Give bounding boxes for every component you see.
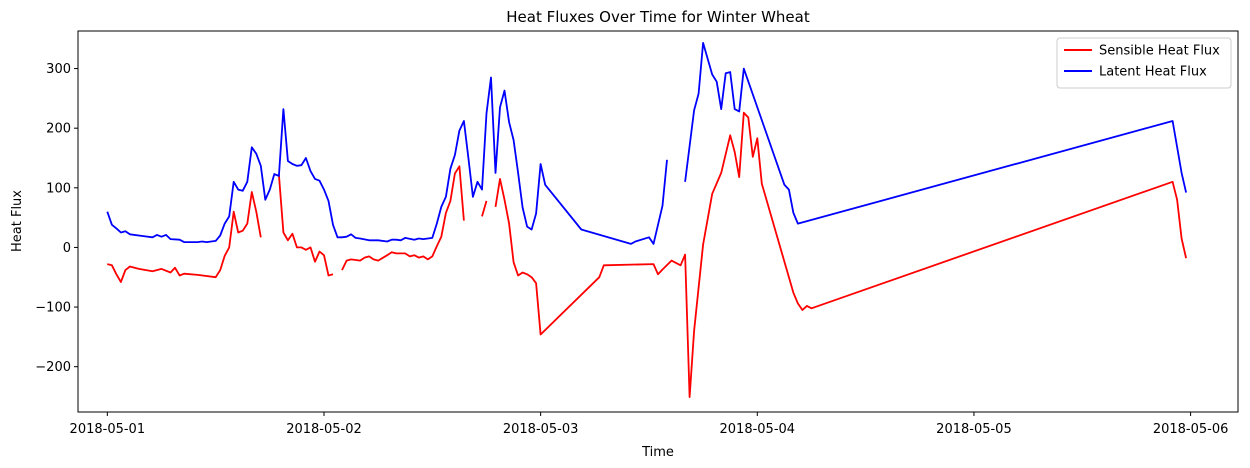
series-line-sensible-heat-flux-segment-3: [341, 165, 465, 271]
y-axis-title: Heat Flux: [10, 190, 25, 252]
series-line-sensible-heat-flux-segment-1: [107, 191, 262, 283]
plot-area: [77, 30, 1239, 413]
series-line-sensible-heat-flux-segment-4: [481, 200, 488, 217]
series-line-sensible-heat-flux-segment-5: [494, 111, 1187, 399]
series-line-latent-heat-flux-segment-2: [684, 42, 1187, 225]
x-tick-label: 2018-05-05: [936, 422, 1012, 437]
legend-label-latent-heat-flux: Latent Heat Flux: [1099, 65, 1207, 80]
y-tick-label: −200: [35, 360, 71, 375]
y-tick-label: −100: [35, 301, 71, 316]
x-tick-label: 2018-05-01: [70, 422, 146, 437]
series-layer: [106, 42, 1187, 399]
y-axis: −200 −100 0 100 200 300: [35, 62, 78, 375]
axes-frame: [77, 30, 1239, 413]
x-tick-label: 2018-05-06: [1153, 422, 1229, 437]
chart-title: Heat Fluxes Over Time for Winter Wheat: [506, 8, 810, 26]
y-tick-label: 100: [46, 181, 71, 196]
x-axis: 2018-05-01 2018-05-02 2018-05-03 2018-05-04…: [70, 412, 1229, 437]
x-tick-label: 2018-05-02: [286, 422, 362, 437]
x-tick-label: 2018-05-04: [720, 422, 796, 437]
y-tick-label: 200: [46, 122, 71, 137]
legend: Sensible Heat Flux Latent Heat Flux: [1056, 37, 1232, 89]
series-line-latent-heat-flux-segment-1: [106, 76, 668, 245]
legend-label-sensible-heat-flux: Sensible Heat Flux: [1099, 44, 1220, 59]
series-line-sensible-heat-flux-segment-2: [278, 174, 334, 277]
x-tick-label: 2018-05-03: [503, 422, 579, 437]
x-axis-title: Time: [641, 445, 674, 460]
y-tick-label: 300: [46, 62, 71, 77]
legend-box: [1056, 37, 1232, 89]
y-tick-label: 0: [63, 241, 71, 256]
